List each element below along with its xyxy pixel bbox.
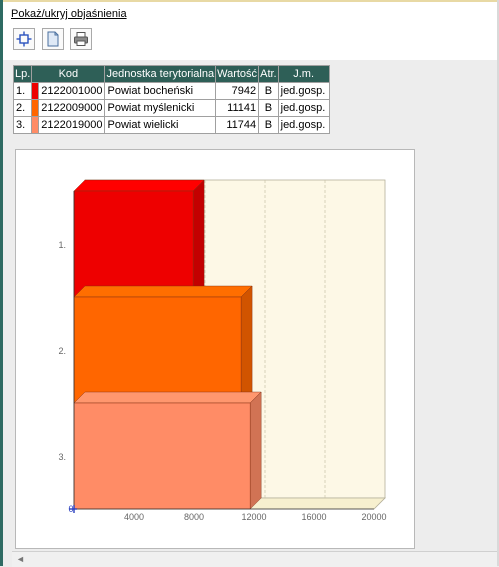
bar [73, 190, 194, 298]
cell-kod: 2122019000 [38, 116, 106, 134]
cell-kod: 2122001000 [38, 82, 106, 100]
print-button[interactable] [70, 28, 92, 50]
color-swatch [31, 82, 40, 100]
cell-name: Powiat wielicki [104, 116, 217, 134]
bar-top [73, 391, 262, 404]
data-table: Lp. Kod Jednostka terytorialna Wartość A… [12, 65, 330, 134]
table-row[interactable]: 1. 2122001000 Powiat bocheński 7942 B je… [12, 82, 330, 100]
bar [73, 296, 242, 404]
bar [73, 402, 251, 510]
x-tick-label: 20000 [361, 512, 386, 522]
cell-kod: 2122009000 [38, 99, 106, 117]
cell-value: 11744 [215, 116, 260, 134]
cell-jm: jed.gosp. [277, 99, 330, 117]
cell-jm: jed.gosp. [277, 82, 330, 100]
table-row[interactable]: 3. 2122019000 Powiat wielicki 11744 B je… [12, 116, 330, 134]
toggle-legend-link[interactable]: Pokaż/ukryj objaśnienia [11, 8, 127, 20]
bar-chart: 1. 2. 3. 0 4000 8000 12000 16000 20000 [58, 179, 387, 522]
category-label: 2. [58, 346, 66, 356]
print-icon [74, 32, 88, 46]
table-row[interactable]: 2. 2122009000 Powiat myślenicki 11141 B … [12, 99, 330, 117]
x-tick-label: 16000 [301, 512, 326, 522]
scroll-left-icon[interactable]: ◄ [16, 554, 25, 564]
top-edge [0, 0, 499, 2]
cell-atr: B [258, 116, 279, 134]
table-header-row: Lp. Kod Jednostka terytorialna Wartość A… [12, 65, 330, 83]
cell-atr: B [258, 82, 279, 100]
header-atr[interactable]: Atr. [258, 65, 279, 83]
cell-atr: B [258, 99, 279, 117]
fit-icon [16, 31, 32, 47]
header-jm[interactable]: J.m. [277, 65, 330, 83]
x-tick-label: 8000 [184, 512, 204, 522]
header-lp[interactable]: Lp. [12, 65, 33, 83]
chart-panel: 1. 2. 3. 0 4000 8000 12000 16000 20000 [15, 149, 415, 549]
cell-name: Powiat myślenicki [104, 99, 217, 117]
x-tick-label: 4000 [124, 512, 144, 522]
fit-button[interactable] [13, 28, 35, 50]
cell-lp: 3. [12, 116, 33, 134]
page-button[interactable] [42, 28, 64, 50]
color-swatch [31, 99, 40, 117]
header-kod[interactable]: Kod [31, 65, 106, 83]
category-label: 3. [58, 452, 66, 462]
cell-lp: 2. [12, 99, 33, 117]
header-value[interactable]: Wartość [215, 65, 260, 83]
bar-side [240, 285, 253, 404]
cell-jm: jed.gosp. [277, 116, 330, 134]
bar-top [73, 285, 253, 298]
cell-value: 7942 [215, 82, 260, 100]
bar-side [192, 179, 205, 298]
color-swatch [31, 116, 40, 134]
bar-side [249, 391, 262, 510]
page-icon [47, 31, 59, 47]
horizontal-scrollbar[interactable]: ◄ [12, 551, 497, 567]
cell-lp: 1. [12, 82, 33, 100]
bar-top [73, 179, 205, 192]
x-tick-label: 0 [68, 504, 73, 514]
cell-name: Powiat bocheński [104, 82, 217, 100]
header-name[interactable]: Jednostka terytorialna [104, 65, 217, 83]
cell-value: 11141 [215, 99, 260, 117]
right-edge [497, 0, 499, 566]
left-edge [0, 0, 3, 566]
category-label: 1. [58, 240, 66, 250]
x-tick-label: 12000 [241, 512, 266, 522]
